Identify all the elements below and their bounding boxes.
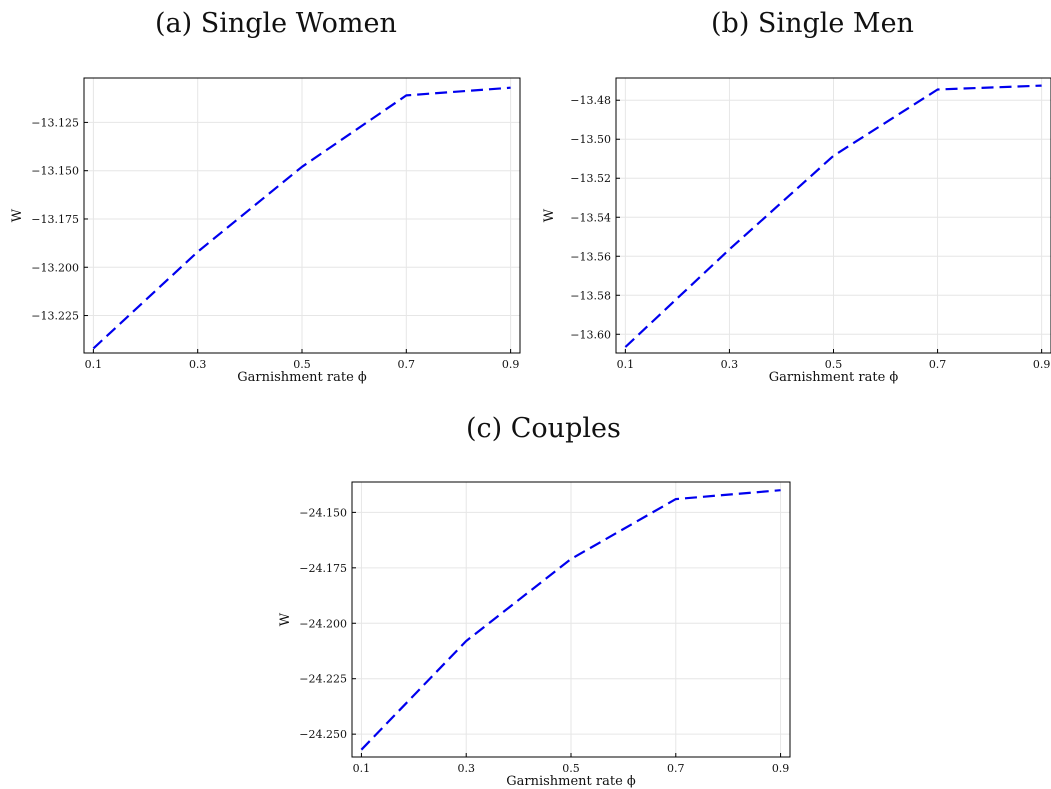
y-tick-label-a-4: −13.225 — [31, 310, 79, 323]
y-tick-label-c-3: −24.225 — [299, 673, 347, 686]
y-tick-label-a-2: −13.175 — [31, 213, 79, 226]
x-tick-label-a-4: 0.9 — [502, 358, 520, 371]
y-tick-label-b-3: −13.54 — [570, 211, 611, 224]
y-tick-label-c-2: −24.200 — [299, 617, 347, 630]
y-tick-label-a-0: −13.125 — [31, 116, 79, 129]
series-line-b-0 — [624, 84, 1042, 348]
y-tick-label-b-5: −13.58 — [570, 289, 611, 302]
x-tick-label-c-1: 0.3 — [457, 762, 475, 775]
x-tick-label-c-0: 0.1 — [353, 762, 371, 775]
y-tick-label-a-1: −13.150 — [31, 165, 79, 178]
x-tick-label-a-3: 0.7 — [398, 358, 416, 371]
x-tick-label-c-3: 0.7 — [667, 762, 685, 775]
panel-title-b: (b) Single Men — [711, 8, 914, 39]
y-tick-label-a-3: −13.200 — [31, 261, 79, 274]
series-line-c-0 — [360, 489, 781, 751]
panel-title-a: (a) Single Women — [155, 8, 397, 39]
x-tick-label-a-0: 0.1 — [85, 358, 103, 371]
x-tick-label-a-2: 0.5 — [293, 358, 311, 371]
y-tick-label-b-1: −13.50 — [570, 133, 611, 146]
x-tick-label-b-4: 0.9 — [1033, 358, 1051, 371]
y-tick-label-b-4: −13.56 — [570, 250, 611, 263]
y-tick-label-b-0: −13.48 — [570, 94, 611, 107]
x-tick-label-a-1: 0.3 — [189, 358, 207, 371]
y-tick-label-c-0: −24.150 — [299, 506, 347, 519]
x-axis-label-b: Garnishment rate ϕ — [769, 370, 899, 385]
x-tick-label-b-1: 0.3 — [721, 358, 739, 371]
y-tick-label-b-2: −13.52 — [570, 172, 611, 185]
y-axis-label-c: W — [278, 612, 293, 626]
x-tick-label-c-2: 0.5 — [562, 762, 580, 775]
x-tick-label-b-0: 0.1 — [617, 358, 635, 371]
x-tick-label-b-3: 0.7 — [929, 358, 947, 371]
y-tick-label-c-1: −24.175 — [299, 562, 347, 575]
series-line-a-0 — [92, 86, 511, 350]
y-axis-label-a: W — [10, 208, 25, 222]
x-axis-label-a: Garnishment rate ϕ — [237, 370, 367, 385]
x-tick-label-c-4: 0.9 — [772, 762, 790, 775]
x-axis-label-c: Garnishment rate ϕ — [506, 774, 636, 789]
x-tick-label-b-2: 0.5 — [825, 358, 843, 371]
y-axis-label-b: W — [542, 208, 557, 222]
y-tick-label-c-4: −24.250 — [299, 728, 347, 741]
y-tick-label-b-6: −13.60 — [570, 328, 611, 341]
panel-title-c: (c) Couples — [466, 413, 621, 444]
